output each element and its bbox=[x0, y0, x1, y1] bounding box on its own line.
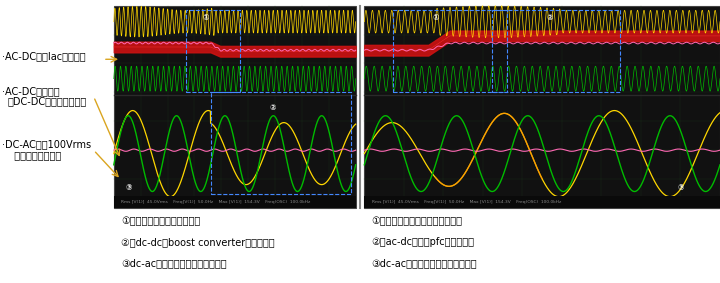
Bar bbox=[364, 196, 720, 208]
Text: ①交流电源恢复供电（停电恢复）: ①交流电源恢复供电（停电恢复） bbox=[372, 216, 462, 226]
Text: ①: ① bbox=[433, 13, 439, 22]
Text: ①交流电源停止供电（停电）: ①交流电源停止供电（停电） bbox=[121, 216, 200, 226]
Text: Rms [V(1)]  45.0Vrms    Freq[V(1)]  50.0Hz    Max [V(1)]  154.3V    Freq(OSC)  1: Rms [V(1)] 45.0Vrms Freq[V(1)] 50.0Hz Ma… bbox=[372, 200, 561, 204]
Text: ·AC-DC输出电压: ·AC-DC输出电压 bbox=[2, 86, 60, 96]
Bar bbox=[114, 196, 356, 208]
Text: ③dc-ac逆变器的交流输出动作继续: ③dc-ac逆变器的交流输出动作继续 bbox=[372, 258, 477, 268]
Text: ③dc-ac逆变器的交流输出动作继续: ③dc-ac逆变器的交流输出动作继续 bbox=[121, 258, 227, 268]
Text: ③: ③ bbox=[126, 183, 132, 192]
Text: ①: ① bbox=[202, 13, 209, 22]
Bar bbox=[492, 10, 621, 92]
Text: ③: ③ bbox=[678, 183, 684, 192]
Bar bbox=[393, 10, 507, 92]
Text: ②仪ac-dc（交错pfc）恢复供电: ②仪ac-dc（交错pfc）恢复供电 bbox=[372, 237, 474, 247]
Text: ·AC-DC输入Iac（黄色）: ·AC-DC输入Iac（黄色） bbox=[2, 52, 86, 61]
Text: ②从dc-dc（boost converter）开始供电: ②从dc-dc（boost converter）开始供电 bbox=[121, 237, 274, 247]
Bar bbox=[364, 6, 720, 208]
Text: ②: ② bbox=[546, 13, 553, 22]
Bar bbox=[210, 92, 351, 194]
Text: 交流电源（绿色）: 交流电源（绿色） bbox=[8, 150, 61, 160]
Text: ②: ② bbox=[269, 103, 276, 112]
Bar bbox=[114, 6, 356, 208]
Text: Rms [V(1)]  45.0Vrms    Freq[V(1)]  50.0Hz    Max [V(1)]  154.3V    Freq(OSC)  1: Rms [V(1)] 45.0Vrms Freq[V(1)] 50.0Hz Ma… bbox=[121, 200, 310, 204]
Text: ·DC-AC输出100Vrms: ·DC-AC输出100Vrms bbox=[2, 140, 91, 149]
Bar bbox=[186, 10, 240, 92]
Text: （DC-DC高压侧（粉色）: （DC-DC高压侧（粉色） bbox=[8, 97, 87, 107]
